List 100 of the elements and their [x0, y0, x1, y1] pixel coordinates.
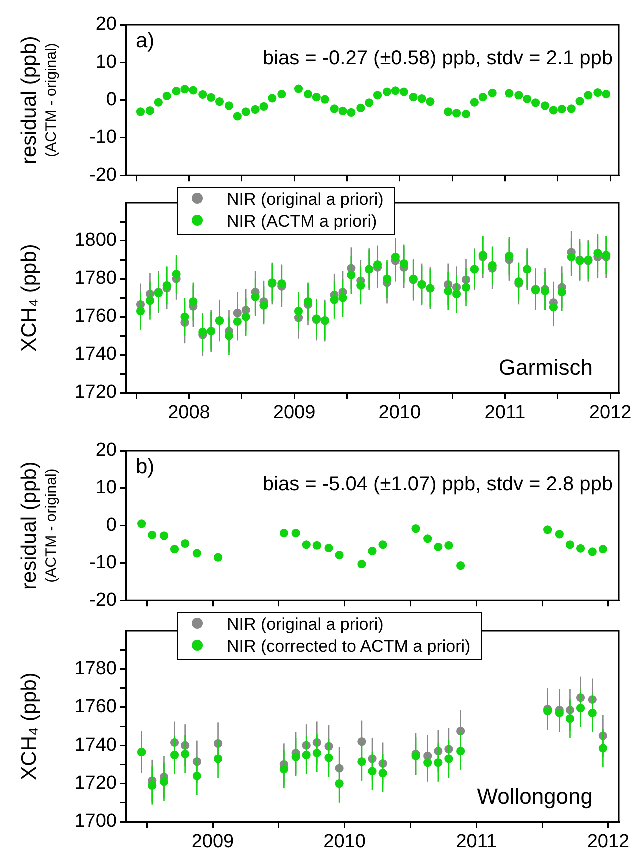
point — [347, 270, 356, 280]
y-tick-label: 20 — [96, 440, 117, 462]
point — [214, 553, 223, 562]
point — [488, 88, 497, 98]
point — [338, 294, 348, 302]
point — [576, 704, 586, 713]
y-tick-label: 1780 — [74, 268, 117, 290]
point — [278, 90, 286, 99]
point — [373, 91, 382, 100]
point — [312, 541, 322, 550]
y-tick-label: 1740 — [74, 344, 117, 366]
point — [302, 750, 311, 760]
x-tick-label: 2010 — [378, 402, 422, 424]
point — [368, 546, 377, 556]
point — [378, 540, 388, 550]
point — [304, 298, 313, 306]
legend-label: NIR (original a priori) — [227, 190, 384, 209]
y-tick-label: 10 — [96, 52, 117, 73]
legend-label: NIR (original a priori) — [227, 615, 384, 634]
point — [136, 108, 146, 116]
point — [242, 108, 250, 116]
point — [260, 301, 268, 310]
point — [588, 548, 597, 556]
point — [278, 279, 286, 288]
annotation: Wollongong — [477, 784, 593, 809]
point — [180, 85, 190, 94]
point — [192, 772, 202, 780]
y-tick-label: 1760 — [74, 696, 117, 718]
point — [462, 110, 471, 119]
point — [312, 748, 322, 758]
point — [189, 298, 198, 306]
y-axis-title: residual (ppb) (ACTM - original) — [18, 36, 60, 165]
point — [162, 281, 172, 290]
point — [224, 332, 234, 340]
point — [148, 530, 157, 540]
point — [338, 106, 348, 116]
point — [198, 328, 208, 336]
y-tick-label: 20 — [96, 14, 117, 36]
point — [378, 768, 388, 778]
y-tick-label: 1720 — [74, 773, 117, 794]
point — [242, 312, 250, 322]
point — [444, 541, 454, 550]
point — [207, 93, 216, 102]
point — [335, 551, 344, 560]
point — [324, 544, 334, 553]
point — [576, 97, 584, 106]
y-axis-title: XCH₄ (ppb) — [18, 244, 41, 352]
point — [347, 108, 356, 118]
point — [456, 747, 466, 756]
point — [531, 98, 540, 108]
point — [358, 560, 366, 569]
point — [292, 752, 300, 762]
point — [505, 89, 514, 98]
legend-label: NIR (corrected to ACTM a priori) — [227, 637, 471, 656]
y-tick-label: -20 — [90, 590, 117, 611]
x-tick-label: 2011 — [484, 402, 526, 424]
point — [160, 532, 169, 540]
point — [588, 708, 597, 718]
point — [268, 94, 277, 103]
y-tick-label: 1800 — [74, 230, 117, 252]
point — [544, 526, 552, 534]
point — [198, 90, 208, 99]
y-tick-label: 0 — [106, 90, 117, 111]
point — [409, 92, 418, 102]
point — [373, 260, 382, 270]
point — [260, 102, 268, 111]
point — [312, 92, 321, 102]
point — [391, 252, 400, 262]
point — [358, 758, 366, 766]
point — [162, 92, 172, 100]
point — [280, 528, 288, 538]
annotation: b) — [136, 455, 155, 478]
x-tick-label: 2011 — [456, 832, 498, 853]
y-tick-label: 1780 — [74, 658, 117, 680]
point — [444, 108, 453, 116]
point — [555, 708, 564, 718]
point — [170, 750, 180, 760]
point — [470, 98, 479, 107]
point — [434, 542, 443, 552]
point — [567, 104, 576, 114]
point — [598, 744, 608, 753]
point — [280, 765, 288, 774]
point — [444, 287, 453, 296]
point — [424, 758, 432, 768]
point — [358, 737, 366, 746]
point — [598, 545, 608, 554]
point — [233, 112, 242, 121]
y-tick-label: 1700 — [74, 811, 117, 832]
point — [400, 88, 408, 96]
point — [136, 307, 146, 316]
point — [356, 281, 366, 290]
point — [233, 317, 242, 326]
point — [549, 303, 558, 312]
y-tick-label: -10 — [90, 552, 117, 574]
point — [558, 288, 566, 297]
point — [567, 252, 576, 262]
point — [412, 524, 420, 534]
point — [462, 283, 471, 292]
point — [426, 98, 435, 106]
point — [294, 84, 304, 94]
